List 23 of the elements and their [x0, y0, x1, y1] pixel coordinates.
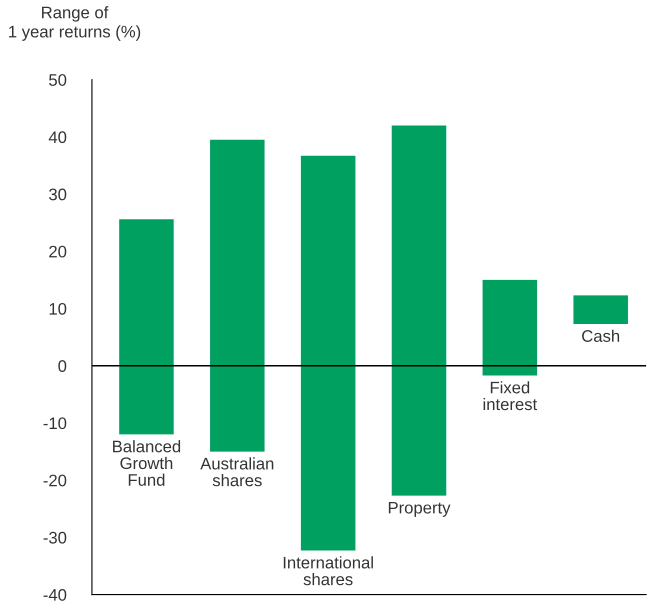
y-tick-label: -30 — [44, 532, 66, 544]
bar — [119, 219, 174, 434]
y-tick-label: 30 — [49, 188, 66, 200]
bar — [210, 140, 265, 452]
bar — [300, 156, 356, 551]
bar — [482, 280, 538, 376]
y-tick-label: -40 — [44, 589, 66, 601]
x-tick-label: Balanced Growth Fund — [113, 440, 180, 486]
x-tick-label: Property — [388, 502, 450, 517]
y-tick-label: 40 — [48, 131, 66, 144]
y-tick-label: -20 — [44, 474, 66, 486]
x-tick-label: Cash — [582, 330, 620, 342]
y-tick-label: 10 — [50, 302, 66, 315]
y-tick-label: -10 — [44, 417, 66, 430]
y-tick-label: 20 — [49, 246, 66, 258]
y-tick-label: 50 — [49, 74, 66, 86]
x-tick-label: Fixed interest — [484, 381, 538, 410]
y-axis-title: Range of 1 year returns (%) — [9, 6, 140, 41]
x-tick-label: International shares — [284, 556, 373, 586]
bar — [573, 295, 628, 324]
y-tick-label: 0 — [58, 360, 66, 372]
x-tick-label: Australian shares — [200, 457, 274, 486]
bar — [392, 125, 446, 496]
